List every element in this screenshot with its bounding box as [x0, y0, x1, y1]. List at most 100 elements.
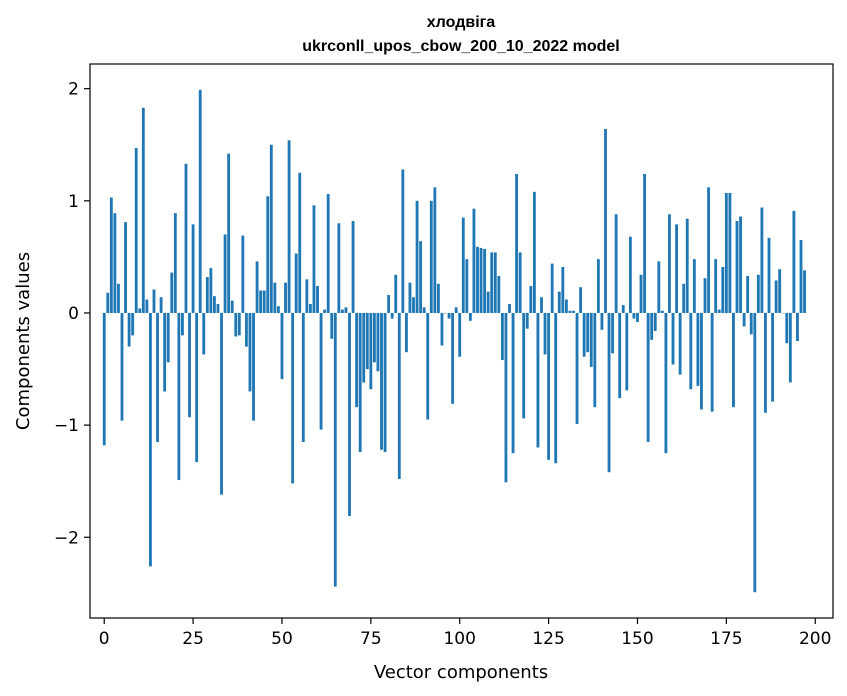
bar	[309, 304, 312, 313]
bar	[718, 310, 721, 313]
bar	[689, 313, 692, 389]
bar	[732, 313, 735, 407]
bar	[494, 252, 497, 313]
bar	[177, 313, 180, 480]
bar	[270, 145, 273, 313]
bar	[796, 313, 799, 341]
x-axis-label: Vector components	[374, 662, 548, 683]
bar	[263, 291, 266, 313]
bar	[473, 209, 476, 313]
bar	[323, 310, 326, 313]
bar	[199, 90, 202, 313]
bar	[106, 293, 109, 313]
bar	[533, 192, 536, 313]
bar	[526, 313, 529, 329]
y-tick-label: −2	[54, 528, 79, 548]
bar	[739, 217, 742, 313]
bar	[238, 313, 241, 335]
bar	[622, 305, 625, 313]
bar	[433, 187, 436, 313]
bar	[281, 313, 284, 379]
bar	[231, 301, 234, 313]
bar	[423, 307, 426, 313]
bar	[572, 311, 575, 313]
bar	[160, 297, 163, 313]
x-tick-label: 75	[360, 629, 382, 649]
bar	[441, 313, 444, 346]
bar	[366, 313, 369, 369]
x-tick-label: 0	[99, 629, 110, 649]
bar	[145, 300, 148, 313]
bar	[362, 313, 365, 383]
bar	[416, 201, 419, 313]
bar	[359, 313, 362, 452]
bar	[302, 313, 305, 442]
bar	[711, 313, 714, 412]
bar	[785, 313, 788, 343]
bar	[113, 213, 116, 313]
bar	[124, 222, 127, 313]
bar	[103, 313, 106, 445]
x-tick-label: 175	[710, 629, 742, 649]
bar	[601, 313, 604, 330]
bar	[529, 286, 532, 313]
y-axis-label: Components values	[13, 252, 34, 430]
bar	[668, 214, 671, 313]
bar	[345, 307, 348, 313]
bar	[565, 300, 568, 313]
bar	[241, 236, 244, 313]
bar	[721, 267, 724, 313]
bar	[704, 278, 707, 313]
x-axis-ticks: 0 25 50 75 100 125 150 175 200	[99, 618, 832, 649]
x-tick-label: 100	[443, 629, 475, 649]
bar	[213, 296, 216, 313]
chart-title: хлодвіга	[427, 14, 496, 31]
bar	[643, 174, 646, 313]
bar	[771, 313, 774, 402]
bar	[707, 187, 710, 313]
bar	[650, 313, 653, 340]
bar	[295, 254, 298, 313]
bar	[170, 273, 173, 313]
bar	[608, 313, 611, 472]
bar	[675, 224, 678, 313]
bar	[554, 313, 557, 463]
bar	[377, 313, 380, 371]
bar	[544, 313, 547, 354]
bar	[497, 276, 500, 313]
bar	[185, 164, 188, 313]
y-tick-label: 2	[68, 80, 79, 100]
bar	[412, 297, 415, 313]
bar	[490, 252, 493, 313]
bar	[224, 234, 227, 313]
bar	[501, 313, 504, 360]
bar	[163, 313, 166, 392]
bar	[387, 295, 390, 313]
bar	[220, 313, 223, 495]
bar	[394, 275, 397, 313]
bar	[135, 148, 138, 313]
bar	[284, 283, 287, 313]
bar	[522, 313, 525, 418]
bar	[792, 211, 795, 313]
x-tick-label: 125	[532, 629, 564, 649]
bar	[693, 259, 696, 313]
bars-group	[103, 90, 806, 592]
bar	[757, 275, 760, 313]
bar	[313, 205, 316, 313]
bar	[305, 279, 308, 313]
bar	[298, 173, 301, 313]
bar	[369, 313, 372, 389]
bar	[401, 169, 404, 313]
bar	[597, 259, 600, 313]
bar	[476, 247, 479, 313]
bar	[227, 154, 230, 313]
bar	[188, 313, 191, 417]
bar	[462, 218, 465, 313]
bar	[291, 313, 294, 483]
bar	[131, 313, 134, 335]
bar	[121, 313, 124, 421]
bar	[764, 313, 767, 413]
bar	[558, 292, 561, 313]
